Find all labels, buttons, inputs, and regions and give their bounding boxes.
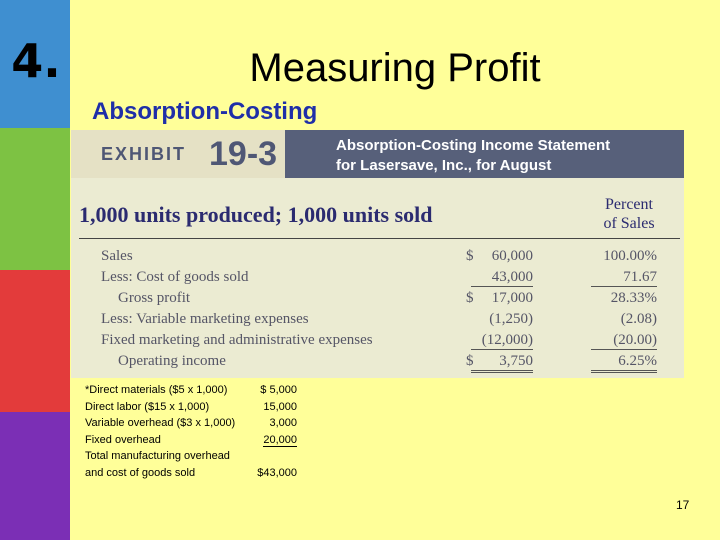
statement-row-operating-income: Operating income $ 3,750 6.25% xyxy=(71,353,684,374)
footnote-label: Fixed overhead xyxy=(85,433,161,446)
row-percent: 71.67 xyxy=(591,269,657,287)
row-percent: (2.08) xyxy=(620,311,657,327)
footnote-label: Direct labor ($15 x 1,000) xyxy=(85,400,210,413)
footnote-label: Variable overhead ($3 x 1,000) xyxy=(85,417,236,429)
exhibit-label: EXHIBIT xyxy=(101,144,187,164)
slide-subtitle: Absorption-Costing xyxy=(92,98,318,125)
statement-row-gross-profit: Gross profit $ 17,000 28.33% xyxy=(71,290,684,311)
footnote-row: and cost of goods sold $43,000 xyxy=(85,467,297,484)
row-amount: (1,250) xyxy=(489,311,533,327)
footnote-row: *Direct materials ($5 x 1,000) $ 5,000 xyxy=(85,384,297,401)
exhibit-header: EXHIBIT 19-3 Absorption-Costing Income S… xyxy=(71,130,684,178)
footnote-row: Fixed overhead 20,000 xyxy=(85,434,297,451)
side-bar-red xyxy=(0,270,70,412)
footnote-value: $ 5,000 xyxy=(260,384,297,396)
footnote-label: and cost of goods sold xyxy=(85,466,196,479)
footnote-label: Total manufacturing overhead xyxy=(85,450,230,462)
exhibit-number: 19-3 xyxy=(209,135,278,173)
row-label: Sales xyxy=(101,248,133,264)
exhibit-title: Absorption-Costing Income Statement for … xyxy=(336,136,610,176)
cost-footnotes: *Direct materials ($5 x 1,000) $ 5,000 D… xyxy=(85,384,297,483)
exhibit-panel: EXHIBIT 19-3 Absorption-Costing Income S… xyxy=(71,130,684,378)
statement-row-sales: Sales $ 60,000 100.00% xyxy=(71,248,684,269)
row-amount: 43,000 xyxy=(471,269,533,287)
row-amount: (12,000) xyxy=(471,332,533,350)
row-label: Less: Cost of goods sold xyxy=(101,269,249,285)
exhibit-title-line2: for Lasersave, Inc., for August xyxy=(336,157,552,174)
row-label: Less: Variable marketing expenses xyxy=(101,311,309,327)
row-amount: 60,000 xyxy=(491,248,533,264)
slide-title: Measuring Profit xyxy=(249,46,541,90)
footnote-row: Total manufacturing overhead xyxy=(85,450,297,467)
percent-header: Percent of Sales xyxy=(581,195,677,233)
row-dollar: $ xyxy=(466,248,474,264)
units-caption: 1,000 units produced; 1,000 units sold xyxy=(79,202,433,227)
statement-row-cogs: Less: Cost of goods sold 43,000 71.67 xyxy=(71,269,684,290)
footnote-label: *Direct materials ($5 x 1,000) xyxy=(85,384,228,396)
footnote-row: Variable overhead ($3 x 1,000) 3,000 xyxy=(85,417,297,434)
row-percent: 100.00% xyxy=(603,248,657,264)
row-amount: 17,000 xyxy=(491,290,533,306)
row-dollar: $ xyxy=(466,290,474,306)
page-number: 17 xyxy=(676,498,690,512)
side-bar-purple xyxy=(0,412,70,540)
footnote-value: $43,000 xyxy=(257,466,297,479)
header-rule xyxy=(79,238,680,239)
row-amount: 3,750 xyxy=(471,353,533,373)
row-label: Gross profit xyxy=(118,290,191,306)
statement-row-fixed-expenses: Fixed marketing and administrative expen… xyxy=(71,332,684,353)
row-percent: 28.33% xyxy=(610,290,657,306)
percent-header-line1: Percent xyxy=(605,196,653,213)
row-label: Fixed marketing and administrative expen… xyxy=(101,332,373,348)
row-percent: 6.25% xyxy=(591,353,657,373)
percent-header-line2: of Sales xyxy=(603,215,655,232)
footnote-value: 20,000 xyxy=(263,433,297,447)
exhibit-title-line1: Absorption-Costing Income Statement xyxy=(336,137,611,154)
row-percent: (20.00) xyxy=(591,332,657,350)
side-bar-green xyxy=(0,128,70,270)
statement-row-variable-marketing: Less: Variable marketing expenses (1,250… xyxy=(71,311,684,332)
row-dollar: $ xyxy=(466,353,474,369)
footnote-value: 3,000 xyxy=(269,417,297,429)
slide-section-number: 4. xyxy=(11,34,61,88)
row-label: Operating income xyxy=(118,353,226,369)
footnote-value: 15,000 xyxy=(263,400,297,413)
side-bar-blue xyxy=(0,0,70,128)
exhibit-tag: EXHIBIT 19-3 xyxy=(71,130,285,178)
footnote-row: Direct labor ($15 x 1,000) 15,000 xyxy=(85,401,297,418)
